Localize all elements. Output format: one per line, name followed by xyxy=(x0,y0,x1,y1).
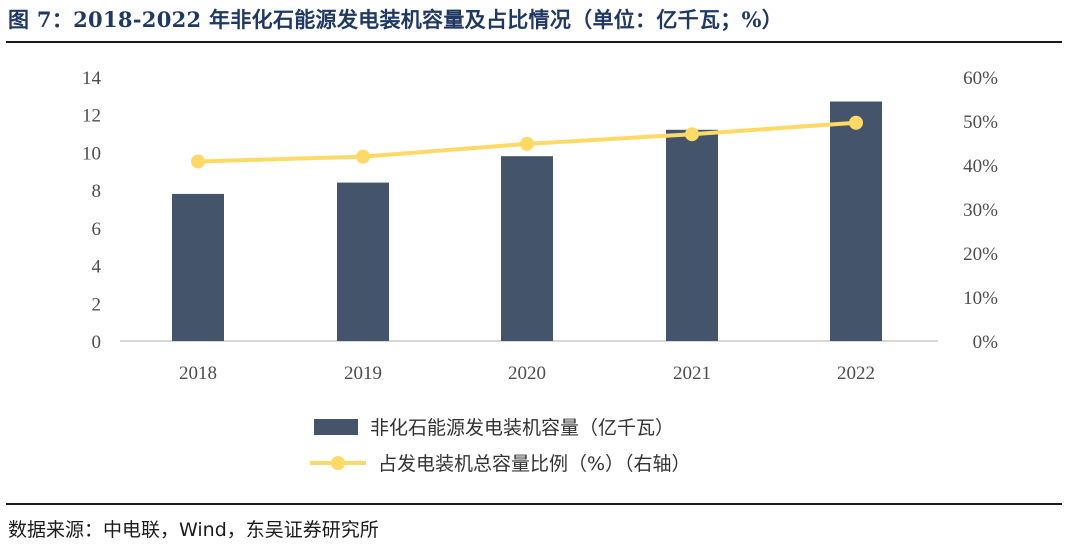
bar-series xyxy=(172,101,882,341)
right-axis-tick-label: 30% xyxy=(963,200,998,221)
bar-2022 xyxy=(830,101,882,341)
line-point-2021 xyxy=(685,127,699,142)
source-note: 数据来源：中电联，Wind，东吴证券研究所 xyxy=(8,519,379,541)
left-axis-tick-label: 10 xyxy=(82,143,101,164)
bar-2020 xyxy=(501,156,553,341)
chart-title: 图 7：2018-2022 年非化石能源发电装机容量及占比情况（单位：亿千瓦；%… xyxy=(8,7,784,32)
bar-2021 xyxy=(666,129,718,341)
x-axis-tick-label: 2021 xyxy=(673,363,711,384)
right-axis-ticks: 0% 10% 20% 30% 40% 50% 60% xyxy=(963,68,998,353)
x-axis-ticks: 2018 2019 2020 2021 2022 xyxy=(179,363,875,384)
left-axis-tick-label: 4 xyxy=(92,257,102,278)
bar-2018 xyxy=(172,193,224,341)
legend: 非化石能源发电装机容量（亿千瓦） 占发电装机总容量比例（%）（右轴） xyxy=(310,417,691,475)
right-axis-tick-label: 50% xyxy=(963,112,998,133)
legend-line-marker xyxy=(331,456,345,470)
right-axis-tick-label: 20% xyxy=(963,244,998,265)
legend-bar-label: 非化石能源发电装机容量（亿千瓦） xyxy=(370,417,674,439)
line-point-2018 xyxy=(191,154,205,169)
right-axis-tick-label: 0% xyxy=(973,332,999,353)
left-axis-ticks: 0 2 4 6 8 10 12 14 xyxy=(82,68,102,353)
legend-line-label: 占发电装机总容量比例（%）（右轴） xyxy=(378,453,691,475)
right-axis-tick-label: 60% xyxy=(963,68,998,89)
legend-bar-swatch xyxy=(314,419,358,435)
line-series xyxy=(191,115,863,169)
x-axis-tick-label: 2018 xyxy=(179,363,217,384)
line-point-2022 xyxy=(849,115,863,130)
left-axis-tick-label: 2 xyxy=(92,294,102,315)
right-axis-tick-label: 10% xyxy=(963,288,998,309)
left-axis-tick-label: 6 xyxy=(92,219,102,240)
left-axis-tick-label: 8 xyxy=(92,181,102,202)
x-axis-tick-label: 2019 xyxy=(344,363,382,384)
right-axis-tick-label: 40% xyxy=(963,156,998,177)
line-point-2019 xyxy=(356,149,370,164)
x-axis-tick-label: 2022 xyxy=(837,363,875,384)
bar-2019 xyxy=(337,182,389,341)
left-axis-tick-label: 0 xyxy=(92,332,102,353)
title-rule xyxy=(6,41,1062,43)
left-axis-tick-label: 12 xyxy=(82,106,101,127)
x-axis-tick-label: 2020 xyxy=(508,363,546,384)
left-axis-tick-label: 14 xyxy=(82,68,102,89)
source-rule xyxy=(6,503,1062,505)
line-point-2020 xyxy=(520,136,534,151)
